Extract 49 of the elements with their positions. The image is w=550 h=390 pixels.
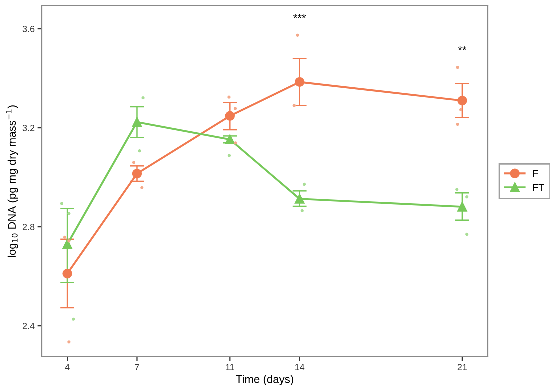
y-tick-label: 3.2 — [22, 125, 35, 132]
point — [460, 108, 463, 112]
x-tick-label: 7 — [135, 364, 140, 370]
point — [300, 209, 304, 213]
point — [72, 318, 76, 321]
point — [302, 182, 306, 186]
x-axis-title: Time (days) — [236, 375, 294, 386]
point — [68, 212, 71, 216]
point — [228, 154, 232, 158]
x-tick-label: 14 — [296, 364, 305, 370]
point — [60, 202, 64, 206]
point — [225, 134, 236, 145]
point — [234, 142, 238, 145]
point — [294, 77, 305, 88]
point — [225, 111, 236, 122]
point — [142, 96, 145, 100]
point — [62, 240, 72, 250]
legend-label: F — [533, 170, 538, 178]
annotation: *** — [294, 14, 306, 18]
point — [456, 66, 460, 70]
point — [466, 232, 469, 236]
point — [140, 186, 144, 190]
legend-label: FT — [533, 184, 544, 191]
point — [228, 96, 231, 99]
y-tick-label: 2.8 — [22, 224, 35, 230]
point — [458, 202, 468, 212]
y-tick-label: 2.4 — [22, 323, 35, 330]
y-tick-label: 3.6 — [22, 26, 35, 32]
point — [292, 104, 296, 108]
y-axis-title: log$_{10}$ DNA (pg mg dry mass$^{−1}$) — [6, 106, 18, 258]
point — [296, 34, 300, 38]
point — [456, 188, 459, 192]
point — [132, 117, 142, 128]
point — [68, 340, 71, 344]
x-tick-label: 11 — [226, 364, 234, 370]
point — [294, 194, 305, 204]
annotation: ** — [458, 46, 467, 50]
point — [63, 236, 67, 239]
point — [132, 168, 142, 179]
point — [68, 240, 71, 243]
x-tick-label: 4 — [65, 364, 70, 370]
x-tick-label: 21 — [458, 364, 468, 370]
point — [62, 268, 72, 279]
point — [138, 150, 142, 153]
point — [458, 96, 468, 106]
point — [132, 161, 136, 164]
point — [456, 123, 460, 126]
point — [466, 196, 469, 199]
point — [234, 107, 238, 110]
